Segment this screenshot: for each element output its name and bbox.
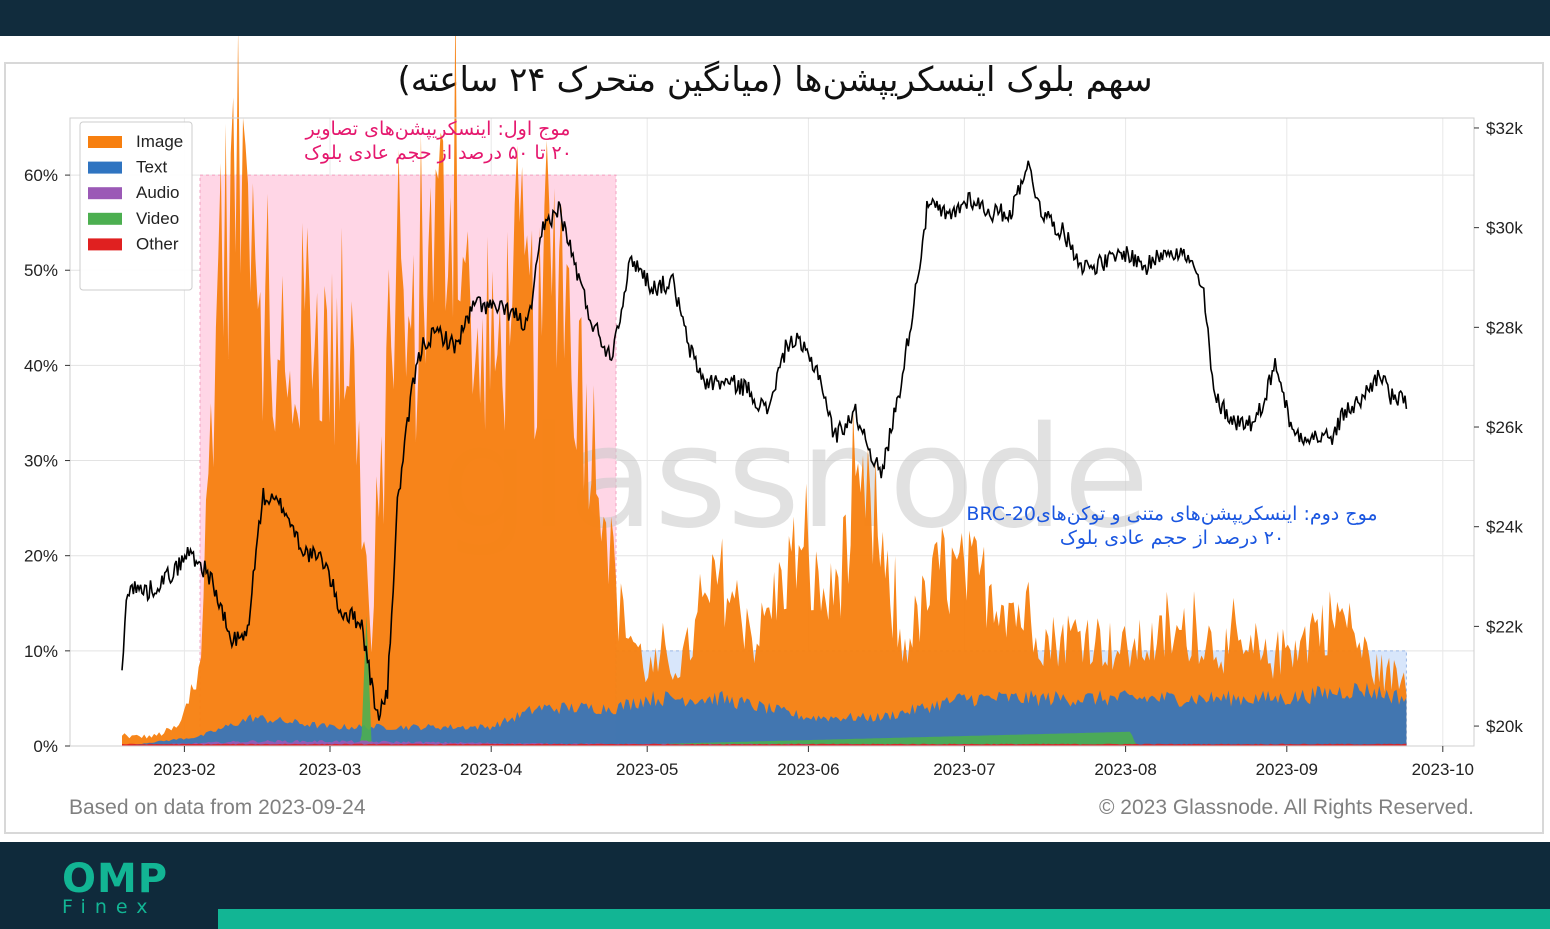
x-tick-label: 2023-09 <box>1256 760 1318 779</box>
area-audio <box>122 739 1407 746</box>
y-left-tick-label: 50% <box>24 261 58 280</box>
annotations: موج اول: اینسکریپشن‌های تصاویر ۲۰ تا ۵۰ … <box>304 118 1378 549</box>
x-tick-label: 2023-10 <box>1412 760 1474 779</box>
legend-label-text: Text <box>136 158 167 177</box>
y-right-tick-label: $20k <box>1486 717 1523 736</box>
y-left-tick-label: 20% <box>24 547 58 566</box>
wave1-label-line1: موج اول: اینسکریپشن‌های تصاویر <box>305 118 571 140</box>
y-left-tick-label: 10% <box>24 642 58 661</box>
legend-swatch-text <box>88 161 122 174</box>
wave1-label-line2: ۲۰ تا ۵۰ درصد از حجم عادی بلوک <box>304 142 572 164</box>
y-left-tick-label: 30% <box>24 452 58 471</box>
wave2-label-line1: موج دوم: اینسکریپشن‌های متنی و توکن‌های‌… <box>966 503 1377 525</box>
chart-svg: glassnode 0%10%20%30%40%50%60%$20k$22k$2… <box>24 36 1523 779</box>
chart-card: سهم بلوک اینسکریپشن‌ها (میانگین متحرک ۲۴… <box>0 36 1550 842</box>
legend-swatch-video <box>88 212 122 225</box>
footer-copyright: © 2023 Glassnode. All Rights Reserved. <box>1098 796 1474 819</box>
y-right-tick-label: $24k <box>1486 518 1523 537</box>
legend-label-audio: Audio <box>136 183 179 202</box>
y-left-tick-label: 60% <box>24 166 58 185</box>
x-tick-label: 2023-05 <box>616 760 678 779</box>
x-tick-label: 2023-08 <box>1094 760 1156 779</box>
legend-swatch-other <box>88 238 122 251</box>
x-tick-label: 2023-02 <box>153 760 215 779</box>
y-right-tick-label: $32k <box>1486 119 1523 138</box>
wave2-label-line2: ۲۰ درصد از حجم عادی بلوک <box>1060 527 1284 549</box>
y-right-tick-label: $28k <box>1486 318 1523 337</box>
plot-frame <box>69 117 1475 747</box>
btc-price-line <box>121 160 1408 721</box>
legend-label-other: Other <box>136 234 179 253</box>
area-image <box>122 36 1407 746</box>
chart-frame <box>4 62 1544 834</box>
y-left-tick-label: 0% <box>33 737 58 756</box>
legend-swatch-audio <box>88 187 122 200</box>
x-tick-label: 2023-07 <box>933 760 995 779</box>
top-bar <box>0 0 1550 36</box>
brand-accent-strip <box>218 909 1550 929</box>
area-text <box>122 682 1407 746</box>
chart-title: سهم بلوک اینسکریپشن‌ها (میانگین متحرک ۲۴… <box>397 60 1153 100</box>
x-tick-label: 2023-03 <box>299 760 361 779</box>
footer-data-date: Based on data from 2023-09-24 <box>69 796 366 819</box>
price-layer <box>121 160 1408 721</box>
x-tick-label: 2023-06 <box>777 760 839 779</box>
legend-label-image: Image <box>136 132 183 151</box>
legend: Image Text Audio Video Other <box>79 121 193 291</box>
area-other <box>122 743 1407 746</box>
y-left-tick-label: 40% <box>24 356 58 375</box>
x-tick-label: 2023-04 <box>460 760 522 779</box>
area-layers <box>122 36 1407 746</box>
y-right-tick-label: $26k <box>1486 418 1523 437</box>
brand-logo: OMP <box>62 856 169 902</box>
legend-swatch-image <box>88 136 122 148</box>
axes: 0% 10% 20% 30% 40% 50% 60% $20k $22k $24k $26k $28k… <box>24 117 1523 779</box>
y-right-tick-label: $30k <box>1486 219 1523 238</box>
legend-label-video: Video <box>136 209 179 228</box>
brand-logo-sub: Finex <box>62 896 157 918</box>
y-right-tick-label: $22k <box>1486 617 1523 636</box>
